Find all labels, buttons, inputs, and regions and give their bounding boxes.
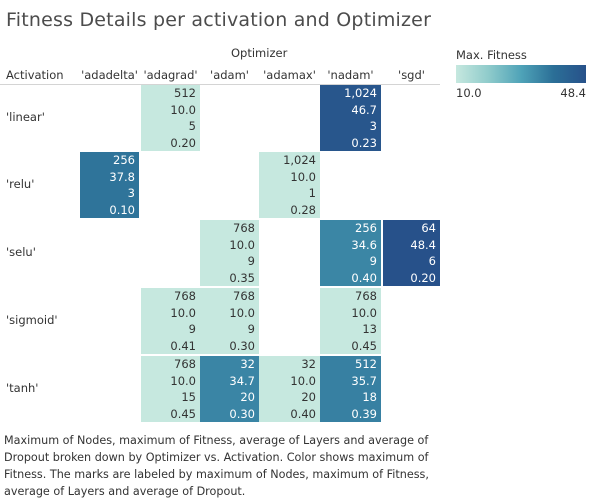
legend-min-label: 10.0: [456, 86, 482, 100]
cell-label-dropout: 0.45: [351, 338, 377, 353]
column-header-adamax: 'adamax': [263, 68, 316, 82]
cell-label-layers: 5: [188, 119, 196, 133]
heatmap-cell-selu-sgd[interactable]: 64 48.4 6 0.20: [383, 220, 440, 286]
cell-label-nodes: 512: [355, 357, 377, 371]
cell-label-layers: 9: [247, 322, 255, 336]
cell-label-dropout: 0.39: [351, 406, 377, 421]
cell-label-fitness: 10.0: [170, 102, 196, 117]
cell-label-fitness: 46.7: [351, 102, 377, 117]
cell-label-layers: 13: [362, 322, 377, 336]
cell-label-dropout: 0.20: [410, 270, 436, 285]
row-axis-label: Activation: [6, 68, 64, 82]
heatmap-cell-relu-adadelta[interactable]: 256 37.8 3 0.10: [80, 152, 139, 218]
cell-label-nodes: 256: [113, 153, 135, 167]
cell-label-dropout: 0.40: [351, 270, 377, 285]
chart-title: Fitness Details per activation and Optim…: [6, 9, 432, 31]
cell-label-dropout: 0.35: [229, 270, 255, 285]
chart-caption: Maximum of Nodes, maximum of Fitness, av…: [4, 434, 429, 498]
legend-color-ramp[interactable]: [456, 65, 586, 83]
heatmap-cell-selu-adam[interactable]: 768 10.0 9 0.35: [200, 220, 259, 286]
cell-label-layers: 18: [362, 390, 377, 404]
column-header-adagrad: 'adagrad': [143, 68, 198, 82]
cell-label-dropout: 0.23: [351, 135, 377, 150]
heatmap-cell-relu-adamax[interactable]: 1,024 10.0 1 0.28: [259, 152, 320, 218]
cell-label-layers: 9: [247, 254, 255, 268]
cell-label-layers: 20: [240, 390, 255, 404]
cell-label-layers: 6: [428, 254, 436, 268]
cell-label-layers: 3: [127, 186, 135, 200]
cell-label-fitness: 34.7: [229, 373, 255, 388]
cell-label-nodes: 512: [174, 86, 196, 100]
cell-label-fitness: 10.0: [229, 305, 255, 320]
cell-label-layers: 1: [308, 186, 316, 200]
cell-label-nodes: 32: [301, 357, 316, 371]
heatmap-cell-sigmoid-adagrad[interactable]: 768 10.0 9 0.41: [141, 288, 200, 354]
cell-label-nodes: 768: [355, 289, 377, 303]
cell-label-dropout: 0.20: [170, 135, 196, 150]
heatmap-cell-tanh-adam[interactable]: 32 34.7 20 0.30: [200, 356, 259, 422]
cell-label-dropout: 0.10: [109, 202, 135, 217]
cell-label-nodes: 32: [240, 357, 255, 371]
row-label-sigmoid: 'sigmoid': [6, 313, 58, 327]
cell-label-fitness: 10.0: [229, 237, 255, 252]
legend-max-label: 48.4: [560, 86, 586, 100]
heatmap-cell-tanh-adagrad[interactable]: 768 10.0 15 0.45: [141, 356, 200, 422]
column-header-sgd: 'sgd': [398, 68, 425, 82]
cell-label-nodes: 768: [233, 289, 255, 303]
cell-label-nodes: 1,024: [344, 86, 377, 100]
column-axis-label: Optimizer: [231, 46, 288, 60]
heatmap-cell-linear-nadam[interactable]: 1,024 46.7 3 0.23: [320, 85, 381, 151]
cell-label-dropout: 0.30: [229, 406, 255, 421]
cell-label-dropout: 0.41: [170, 338, 196, 353]
legend-title: Max. Fitness: [456, 48, 527, 62]
cell-label-layers: 9: [369, 254, 377, 268]
cell-label-fitness: 37.8: [109, 169, 135, 184]
cell-label-nodes: 1,024: [283, 153, 316, 167]
cell-label-nodes: 256: [355, 221, 377, 235]
cell-label-fitness: 10.0: [170, 305, 196, 320]
row-label-relu: 'relu': [6, 177, 35, 191]
column-header-adam: 'adam': [210, 68, 249, 82]
cell-label-dropout: 0.40: [290, 406, 316, 421]
cell-label-nodes: 64: [421, 221, 436, 235]
cell-label-nodes: 768: [233, 221, 255, 235]
cell-label-fitness: 10.0: [290, 169, 316, 184]
row-label-linear: 'linear': [6, 110, 45, 124]
cell-label-dropout: 0.30: [229, 338, 255, 353]
row-label-tanh: 'tanh': [6, 381, 39, 395]
heatmap-cell-selu-nadam[interactable]: 256 34.6 9 0.40: [320, 220, 381, 286]
cell-label-dropout: 0.45: [170, 406, 196, 421]
heatmap-cell-sigmoid-nadam[interactable]: 768 10.0 13 0.45: [320, 288, 381, 354]
cell-label-fitness: 35.7: [351, 373, 377, 388]
header-divider: [0, 84, 440, 85]
cell-label-layers: 20: [301, 390, 316, 404]
column-header-nadam: 'nadam': [327, 68, 374, 82]
cell-label-fitness: 10.0: [351, 305, 377, 320]
heatmap-cell-tanh-adamax[interactable]: 32 10.0 20 0.40: [259, 356, 320, 422]
cell-label-nodes: 768: [174, 289, 196, 303]
heatmap-cell-tanh-nadam[interactable]: 512 35.7 18 0.39: [320, 356, 381, 422]
cell-label-nodes: 768: [174, 357, 196, 371]
cell-label-layers: 9: [188, 322, 196, 336]
cell-label-fitness: 10.0: [290, 373, 316, 388]
heatmap-cell-sigmoid-adam[interactable]: 768 10.0 9 0.30: [200, 288, 259, 354]
cell-label-layers: 3: [369, 119, 377, 133]
cell-label-fitness: 10.0: [170, 373, 196, 388]
column-header-adadelta: 'adadelta': [81, 68, 138, 82]
cell-label-dropout: 0.28: [290, 202, 316, 217]
heatmap-cell-linear-adagrad[interactable]: 512 10.0 5 0.20: [141, 85, 200, 151]
cell-label-layers: 15: [181, 390, 196, 404]
row-label-selu: 'selu': [6, 245, 36, 259]
cell-label-fitness: 48.4: [410, 237, 436, 252]
cell-label-fitness: 34.6: [351, 237, 377, 252]
